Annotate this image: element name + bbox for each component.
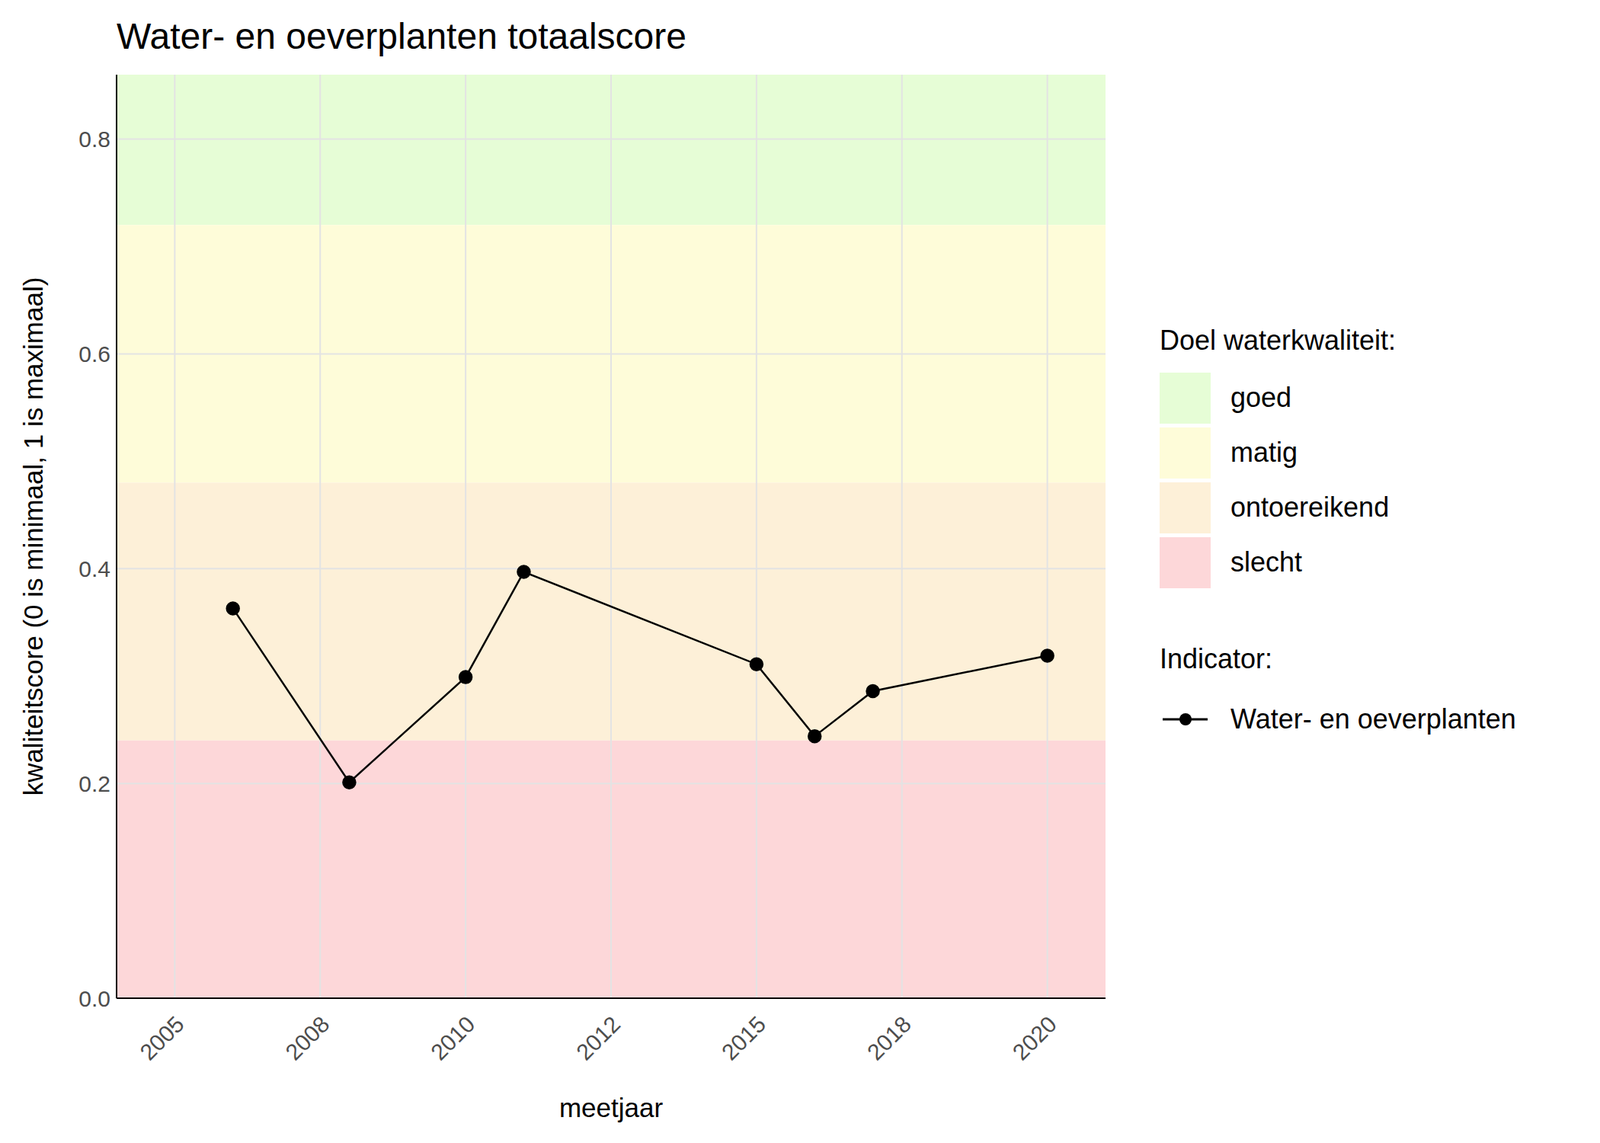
html-text:slecht: slecht <box>1230 546 1303 578</box>
svg-text:0.6: 0.6 <box>78 341 111 367</box>
html-text:Water- en oeverplanten: Water- en oeverplanten <box>1230 703 1517 735</box>
html-text:goed: goed <box>1230 381 1292 413</box>
html-text:Water- en oeverplanten totaals: Water- en oeverplanten totaalscore <box>116 16 687 57</box>
svg-text:2020: 2020 <box>1007 1011 1062 1066</box>
html-text:meetjaar: meetjaar <box>559 1092 663 1123</box>
svg-text:2015: 2015 <box>716 1011 772 1066</box>
svg-text:2012: 2012 <box>571 1011 626 1066</box>
svg-text:2005: 2005 <box>134 1011 189 1066</box>
html-text:Doel waterkwaliteit:: Doel waterkwaliteit: <box>1159 324 1396 356</box>
svg-text:2010: 2010 <box>425 1011 480 1066</box>
html-text:kwaliteitscore (0 is minimaal,: kwaliteitscore (0 is minimaal, 1 is maxi… <box>18 277 48 796</box>
svg-text:0.4: 0.4 <box>78 556 111 582</box>
svg-text:0.0: 0.0 <box>78 985 111 1012</box>
html-text:ontoereikend: ontoereikend <box>1230 491 1390 523</box>
svg-text:0.2: 0.2 <box>78 771 111 797</box>
html-text:matig: matig <box>1230 436 1298 468</box>
svg-text:0.8: 0.8 <box>78 126 111 152</box>
svg-text:2018: 2018 <box>862 1011 917 1066</box>
html-text:Indicator:: Indicator: <box>1159 643 1273 675</box>
svg-text:2008: 2008 <box>280 1011 335 1066</box>
